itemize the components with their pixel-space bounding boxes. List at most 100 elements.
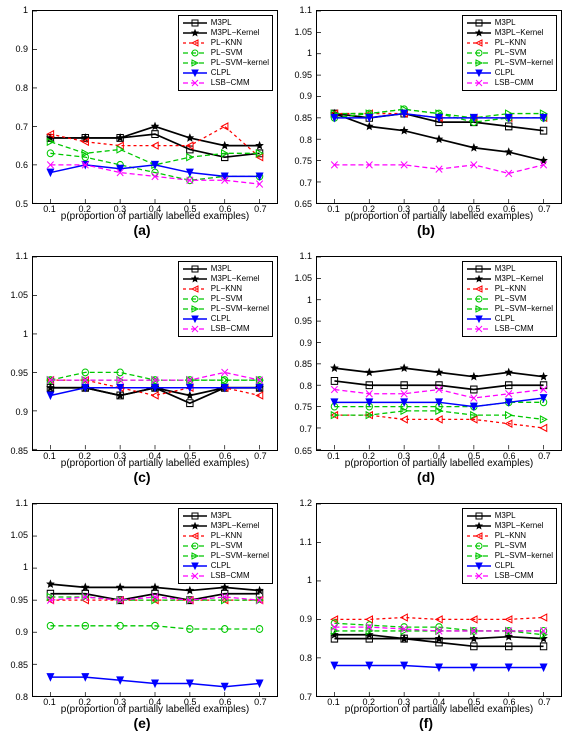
legend-label: M3PL xyxy=(495,511,516,521)
legend-label: PL−SVM−kernel xyxy=(495,304,553,314)
y-tick-label: 1.05 xyxy=(10,530,28,540)
y-tick-label: 0.95 xyxy=(10,595,28,605)
series-marker-M3PLK xyxy=(117,584,123,590)
y-tick-label: 1 xyxy=(307,575,312,585)
series-marker-M3PLK xyxy=(506,369,512,375)
legend-item: CLPL xyxy=(466,561,553,571)
y-tick-label: 1.1 xyxy=(15,251,28,261)
y-tick-label: 0.85 xyxy=(10,660,28,670)
legend-item: PL−SVM xyxy=(466,48,553,58)
legend-item: LSB−CMM xyxy=(182,571,269,581)
legend-label: LSB−CMM xyxy=(211,324,250,334)
legend-label: M3PL xyxy=(495,264,516,274)
y-tick-label: 0.65 xyxy=(294,199,312,209)
legend-label: M3PL−Kernel xyxy=(211,274,260,284)
panel-caption: (c) xyxy=(0,469,284,485)
legend-item: PL−SVM xyxy=(182,294,269,304)
y-tick-label: 0.7 xyxy=(15,122,28,132)
y-tick-label: 1 xyxy=(307,48,312,58)
legend-label: PL−SVM−kernel xyxy=(211,551,269,561)
legend-item: M3PL xyxy=(182,264,269,274)
panel-caption: (d) xyxy=(284,469,568,485)
y-tick-label: 0.85 xyxy=(294,113,312,123)
y-tick-label: 0.9 xyxy=(299,91,312,101)
legend-label: PL−SVM xyxy=(211,294,243,304)
series-marker-M3PLK xyxy=(471,374,477,380)
legend-item: PL−SVM−kernel xyxy=(182,304,269,314)
legend-item: PL−KNN xyxy=(182,284,269,294)
series-marker-M3PLK xyxy=(47,385,53,391)
y-tick-label: 1.2 xyxy=(299,498,312,508)
legend-label: M3PL xyxy=(211,264,232,274)
series-marker-M3PLK xyxy=(187,587,193,593)
y-tick-label: 1.1 xyxy=(299,251,312,261)
series-marker-M3PLK xyxy=(117,135,123,141)
y-tick-label: 0.9 xyxy=(299,338,312,348)
y-ticks: 0.70.80.911.11.2 xyxy=(284,503,314,697)
legend-label: M3PL−Kernel xyxy=(495,28,544,38)
legend-label: M3PL xyxy=(211,511,232,521)
legend-item: M3PL xyxy=(466,264,553,274)
legend-label: PL−SVM xyxy=(211,541,243,551)
panel-d: 0.650.70.750.80.850.90.9511.051.1classif… xyxy=(284,246,568,492)
series-marker-M3PLK xyxy=(541,374,547,380)
series-marker-M3PLK xyxy=(401,127,407,133)
series-marker-M3PLK xyxy=(82,584,88,590)
legend-item: LSB−CMM xyxy=(466,571,553,581)
y-tick-label: 1.05 xyxy=(294,27,312,37)
legend-item: LSB−CMM xyxy=(466,324,553,334)
y-tick-label: 1.1 xyxy=(299,537,312,547)
legend-item: M3PL xyxy=(182,18,269,28)
legend-item: CLPL xyxy=(182,68,269,78)
series-marker-M3PLK xyxy=(366,123,372,129)
legend-item: PL−SVM−kernel xyxy=(466,58,553,68)
panel-b: 0.650.70.750.80.850.90.9511.051.1classif… xyxy=(284,0,568,246)
legend-label: PL−SVM xyxy=(495,541,527,551)
y-tick-label: 1 xyxy=(23,329,28,339)
y-tick-label: 1 xyxy=(307,295,312,305)
legend-label: PL−KNN xyxy=(495,38,526,48)
series-marker-PLKNN xyxy=(540,425,546,432)
legend-item: CLPL xyxy=(182,561,269,571)
legend-item: PL−SVM xyxy=(182,48,269,58)
legend-item: PL−SVM xyxy=(466,541,553,551)
panel-e: 0.80.850.90.9511.051.1classification acc… xyxy=(0,493,284,739)
legend-label: CLPL xyxy=(211,68,231,78)
y-tick-label: 0.8 xyxy=(299,381,312,391)
legend-label: PL−SVM xyxy=(495,294,527,304)
series-marker-M3PLK xyxy=(47,580,53,586)
legend-item: CLPL xyxy=(466,314,553,324)
plot-area: M3PLM3PL−KernelPL−KNNPL−SVMPL−SVM−kernel… xyxy=(316,503,562,697)
series-marker-PLKNN xyxy=(152,142,158,149)
y-tick-label: 0.7 xyxy=(299,692,312,702)
legend-item: M3PL xyxy=(466,511,553,521)
legend-label: PL−KNN xyxy=(495,531,526,541)
legend-item: M3PL−Kernel xyxy=(466,521,553,531)
y-tick-label: 1.1 xyxy=(15,498,28,508)
y-tick-label: 0.95 xyxy=(294,316,312,326)
y-tick-label: 1 xyxy=(23,562,28,572)
y-ticks: 0.850.90.9511.051.1 xyxy=(0,256,30,450)
legend-item: PL−SVM xyxy=(182,541,269,551)
legend-label: PL−KNN xyxy=(211,531,242,541)
figure-page: 0.50.60.70.80.91classification accuracyM… xyxy=(0,0,568,739)
y-tick-label: 0.9 xyxy=(15,627,28,637)
legend-item: CLPL xyxy=(466,68,553,78)
legend-label: LSB−CMM xyxy=(495,78,534,88)
legend-label: PL−KNN xyxy=(211,38,242,48)
series-marker-M3PLK xyxy=(187,135,193,141)
legend-item: PL−SVM−kernel xyxy=(182,58,269,68)
y-tick-label: 0.85 xyxy=(10,446,28,456)
legend-item: PL−SVM−kernel xyxy=(182,551,269,561)
series-marker-M3PLK xyxy=(471,635,477,641)
legend-label: CLPL xyxy=(495,68,515,78)
legend-item: PL−SVM xyxy=(466,294,553,304)
x-axis-label: p(proportion of partially labelled examp… xyxy=(316,458,562,469)
x-axis-label: p(proportion of partially labelled examp… xyxy=(32,211,278,222)
series-marker-M3PLK xyxy=(401,635,407,641)
legend-item: PL−KNN xyxy=(182,531,269,541)
y-tick-label: 1.1 xyxy=(299,5,312,15)
series-marker-M3PLK xyxy=(152,584,158,590)
series-marker-M3PLK xyxy=(222,584,228,590)
y-ticks: 0.50.60.70.80.91 xyxy=(0,10,30,204)
